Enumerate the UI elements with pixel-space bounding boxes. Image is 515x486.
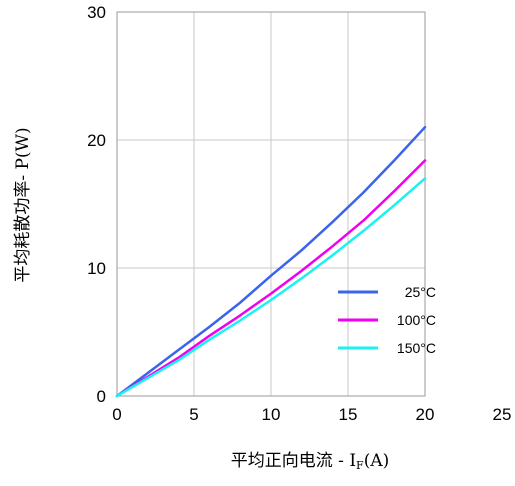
y-tick-label-30: 30 <box>87 3 106 22</box>
x-tick-label-25: 25 <box>493 405 512 424</box>
plot-frame <box>116 11 426 397</box>
legend-label-3: 150°C <box>397 340 436 356</box>
x-axis-title-subscript: F <box>356 459 364 472</box>
x-tick-label-10: 10 <box>262 405 281 424</box>
legend: 25°C 100°C 150°C <box>338 284 436 356</box>
y-tick-label-20: 20 <box>87 131 106 150</box>
y-axis-title: 平均耗散功率- P(W) <box>13 127 33 282</box>
legend-label-2: 100°C <box>397 312 436 328</box>
x-tick-label-5: 5 <box>189 405 198 424</box>
y-tick-label-0: 0 <box>97 387 106 406</box>
series-lines <box>115 125 427 398</box>
y-axis-ticks: 0 10 20 30 <box>87 3 106 406</box>
x-axis-title-main: 平均正向电流 - I <box>231 451 356 471</box>
x-axis-ticks: 0 5 10 15 20 25 <box>112 405 511 424</box>
grid <box>117 12 425 396</box>
y-tick-label-10: 10 <box>87 259 106 278</box>
x-axis-title: 平均正向电流 - IF(A) <box>231 451 389 472</box>
x-axis-title-unit: (A) <box>364 451 390 471</box>
x-tick-label-15: 15 <box>339 405 358 424</box>
legend-label-1: 25°C <box>405 284 436 300</box>
x-tick-label-0: 0 <box>112 405 121 424</box>
series-line-3 <box>115 177 427 398</box>
series-line-1 <box>115 125 427 398</box>
x-tick-label-20: 20 <box>416 405 435 424</box>
